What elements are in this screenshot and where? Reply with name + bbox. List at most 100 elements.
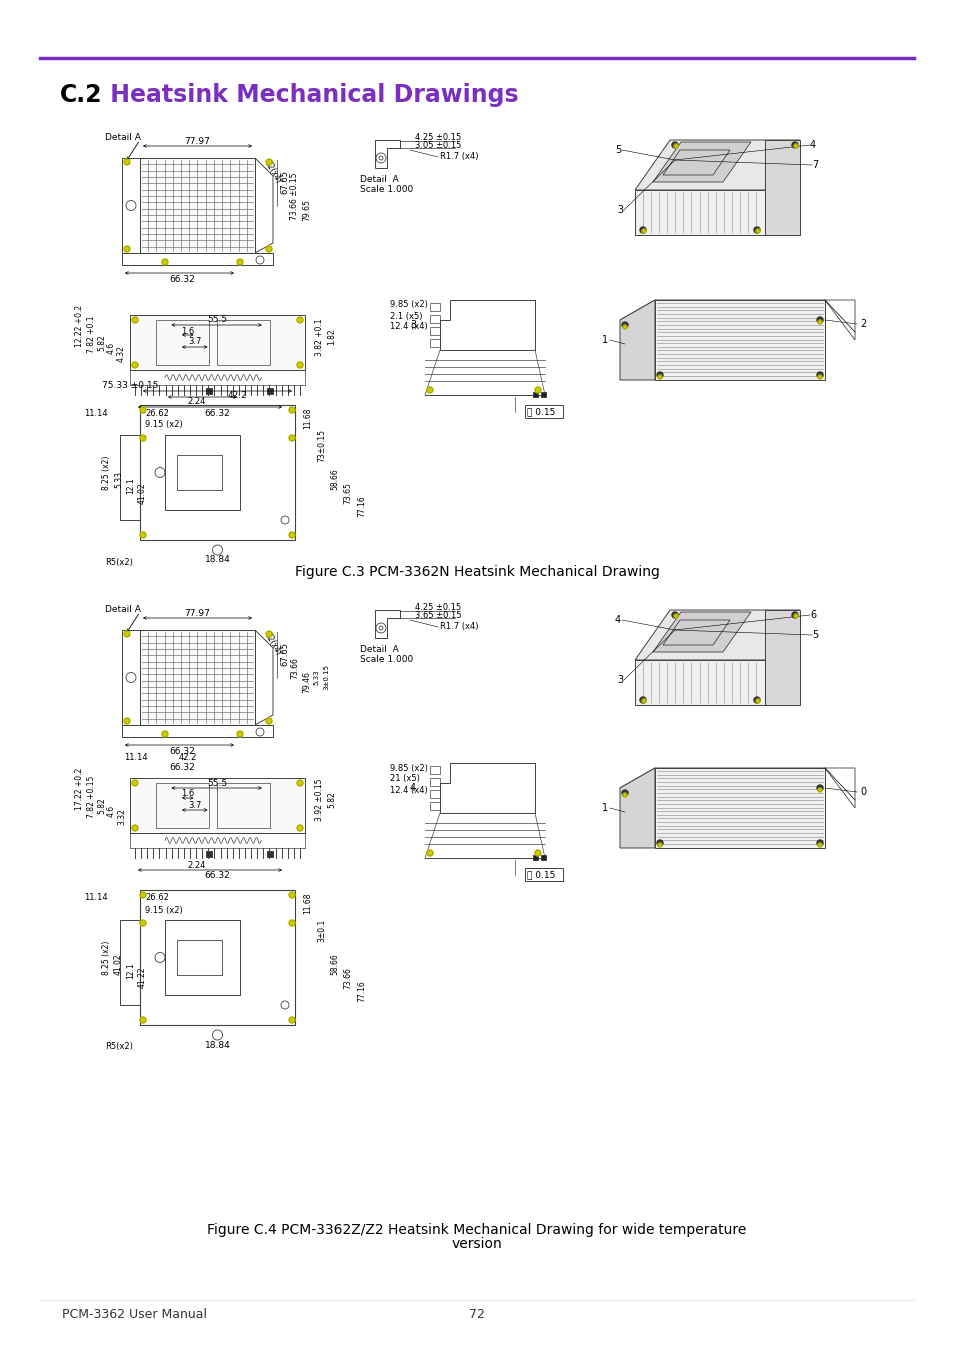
Circle shape [132, 780, 138, 786]
Text: 5.82: 5.82 [97, 335, 106, 351]
Text: 66.32: 66.32 [204, 872, 230, 880]
Circle shape [817, 788, 821, 792]
Bar [156, 783, 209, 828]
Circle shape [289, 406, 294, 413]
Text: 4: 4 [615, 616, 620, 625]
Bar [206, 850, 212, 857]
Text: 3±0.1: 3±0.1 [316, 919, 326, 942]
Text: 82(x4): 82(x4) [263, 632, 283, 657]
Bar [430, 765, 439, 774]
Circle shape [140, 1017, 146, 1023]
Bar [122, 725, 273, 737]
Text: 11.14: 11.14 [84, 409, 108, 417]
Circle shape [266, 159, 272, 165]
Text: Scale 1.000: Scale 1.000 [359, 185, 413, 194]
Bar [217, 783, 270, 828]
Bar [267, 387, 273, 394]
Bar [120, 435, 140, 520]
Text: 5: 5 [615, 144, 620, 155]
Text: 1: 1 [601, 335, 607, 346]
Text: 4.6: 4.6 [107, 342, 116, 354]
Text: 8.25 (x2): 8.25 (x2) [102, 455, 111, 490]
Text: 79.46: 79.46 [302, 671, 311, 693]
Text: 77.97: 77.97 [184, 609, 211, 617]
Polygon shape [619, 768, 824, 788]
Text: 12.4 (x4): 12.4 (x4) [390, 323, 427, 332]
Circle shape [641, 699, 645, 703]
Circle shape [639, 227, 645, 234]
Bar [267, 850, 273, 857]
Text: R5(x2): R5(x2) [105, 1042, 132, 1052]
Bar [156, 320, 209, 364]
Text: 55.5: 55.5 [207, 316, 228, 324]
Text: 67.65: 67.65 [280, 641, 289, 666]
Circle shape [140, 892, 146, 898]
Bar [122, 630, 140, 725]
Bar [430, 802, 439, 810]
Text: 1: 1 [601, 803, 607, 813]
Text: 58.66: 58.66 [330, 468, 338, 490]
Circle shape [816, 317, 822, 323]
Bar [430, 790, 439, 798]
Circle shape [817, 375, 821, 379]
Text: 3±0.15: 3±0.15 [323, 664, 329, 690]
Circle shape [124, 246, 130, 252]
Circle shape [658, 375, 661, 379]
Polygon shape [635, 140, 800, 190]
Bar [540, 855, 545, 860]
Text: 3.92 ±0.15: 3.92 ±0.15 [314, 779, 324, 821]
Circle shape [755, 230, 760, 234]
Circle shape [622, 792, 626, 796]
Polygon shape [619, 300, 655, 379]
Circle shape [657, 373, 662, 378]
Circle shape [671, 142, 678, 148]
Bar [430, 778, 439, 786]
Bar [140, 890, 294, 1025]
Text: 11.14: 11.14 [124, 752, 148, 761]
Circle shape [791, 612, 797, 618]
Text: Detail A: Detail A [105, 606, 141, 614]
Text: 9.85 (x2): 9.85 (x2) [390, 301, 428, 309]
Text: 3.05 ±0.15: 3.05 ±0.15 [415, 140, 461, 150]
Circle shape [658, 842, 661, 846]
Text: 12.1: 12.1 [126, 963, 135, 979]
Circle shape [621, 323, 627, 328]
Text: 8.25 (x2): 8.25 (x2) [102, 941, 111, 975]
Text: Figure C.3 PCM-3362N Heatsink Mechanical Drawing: Figure C.3 PCM-3362N Heatsink Mechanical… [294, 566, 659, 579]
Text: ⧠ 0.15: ⧠ 0.15 [526, 408, 555, 417]
Circle shape [791, 142, 797, 148]
Text: R1.7 (x4): R1.7 (x4) [439, 622, 478, 632]
Bar [130, 778, 305, 833]
Text: C.2: C.2 [60, 82, 102, 107]
Circle shape [162, 259, 168, 265]
Text: R1.7 (x4): R1.7 (x4) [439, 153, 478, 162]
Circle shape [639, 697, 645, 703]
Circle shape [641, 230, 645, 234]
Bar [120, 919, 140, 1004]
Polygon shape [619, 300, 824, 320]
Circle shape [140, 435, 146, 441]
Text: 17.22 +0.2: 17.22 +0.2 [75, 768, 84, 810]
Text: R5(x2): R5(x2) [105, 558, 132, 567]
Text: 12.4 (x4): 12.4 (x4) [390, 786, 427, 795]
Text: 3: 3 [617, 205, 622, 215]
Text: 26.62: 26.62 [145, 409, 169, 417]
Text: Detail  A: Detail A [359, 645, 398, 655]
Text: 67.65: 67.65 [280, 170, 289, 194]
Text: 11.68: 11.68 [303, 892, 312, 914]
Circle shape [753, 227, 760, 234]
Circle shape [124, 159, 130, 165]
Bar [177, 455, 222, 490]
Bar [130, 315, 305, 370]
Text: 73.65: 73.65 [343, 482, 352, 504]
Circle shape [817, 320, 821, 324]
Bar [140, 630, 254, 725]
Text: ⧠ 0.15: ⧠ 0.15 [526, 871, 555, 879]
Circle shape [535, 850, 540, 856]
Text: 42.2: 42.2 [178, 752, 196, 761]
Text: 9.15 (x2): 9.15 (x2) [145, 906, 183, 914]
Bar [122, 158, 140, 252]
Text: 9.85 (x2): 9.85 (x2) [390, 764, 428, 772]
Circle shape [266, 630, 272, 637]
Circle shape [673, 614, 678, 618]
